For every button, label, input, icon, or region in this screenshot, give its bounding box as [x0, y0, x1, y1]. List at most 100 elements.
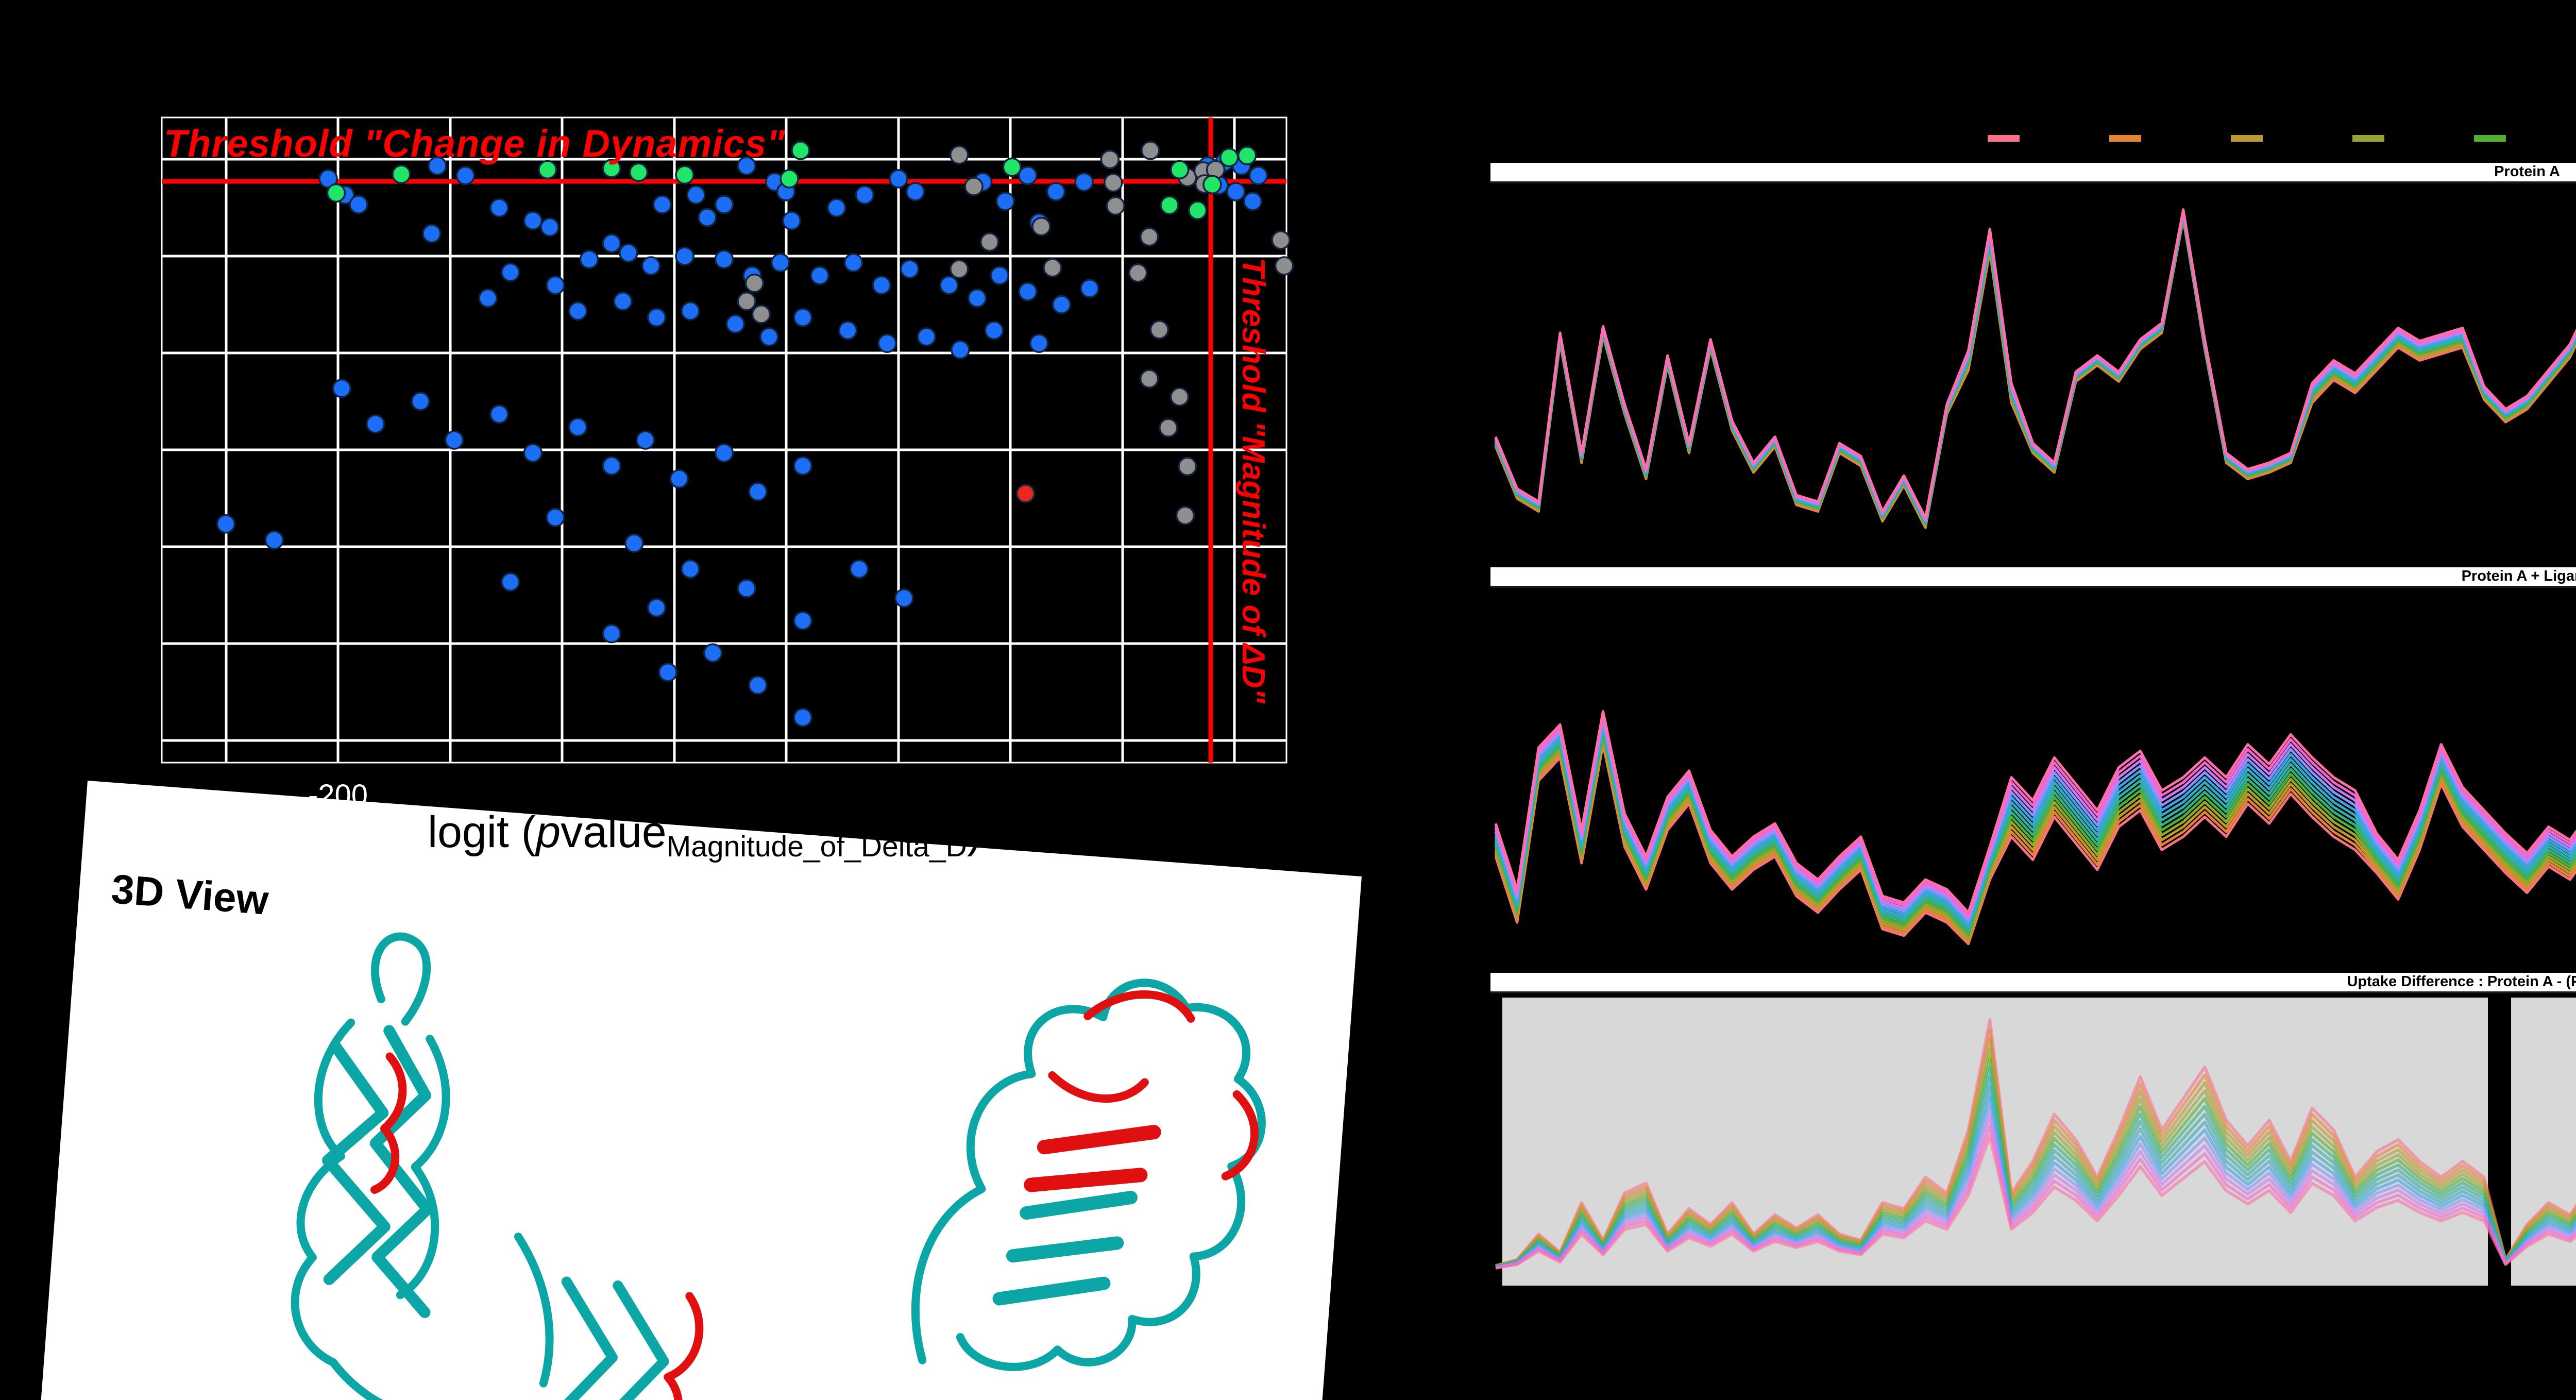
uptake-series-timepoint-3[interactable]: [1494, 643, 2576, 941]
volcano-point-g[interactable]: [1237, 146, 1257, 165]
volcano-point-y[interactable]: [1139, 227, 1159, 247]
volcano-point-b[interactable]: [500, 572, 520, 592]
volcano-point-y[interactable]: [744, 274, 765, 293]
volcano-point-b[interactable]: [647, 308, 667, 327]
volcano-point-y[interactable]: [751, 305, 771, 324]
volcano-point-b[interactable]: [900, 259, 920, 279]
uptake-series-timepoint-6[interactable]: [1494, 214, 2576, 525]
volcano-point-b[interactable]: [681, 559, 700, 579]
uptake-series-timepoint-10[interactable]: [1494, 588, 2576, 922]
volcano-point-b[interactable]: [725, 314, 745, 334]
uptake-series-timepoint-8[interactable]: [1494, 212, 2576, 524]
volcano-point-b[interactable]: [714, 249, 734, 269]
volcano-point-g[interactable]: [1219, 147, 1239, 167]
volcano-point-y[interactable]: [1159, 418, 1178, 437]
volcano-point-b[interactable]: [905, 182, 925, 201]
volcano-point-b[interactable]: [855, 185, 875, 205]
volcano-point-g[interactable]: [602, 159, 621, 178]
volcano-point-y[interactable]: [1139, 369, 1159, 389]
legend-item-timepoint-2[interactable]: [2109, 135, 2141, 142]
uptake-series-timepoint-3[interactable]: [1494, 216, 2576, 528]
uptake-series-timepoint-4[interactable]: [1494, 215, 2576, 527]
volcano-point-y[interactable]: [1271, 230, 1291, 250]
volcano-point-b[interactable]: [523, 443, 543, 463]
uptake-series-timepoint-2[interactable]: [1494, 650, 2576, 944]
uptake-series-timepoint-1[interactable]: [1494, 657, 2576, 946]
volcano-point-b[interactable]: [951, 340, 970, 360]
volcano-point-b[interactable]: [995, 192, 1015, 211]
volcano-point-b[interactable]: [624, 533, 644, 553]
volcano-point-g[interactable]: [538, 160, 557, 180]
volcano-point-b[interactable]: [602, 623, 621, 644]
volcano-point-b[interactable]: [737, 156, 756, 176]
volcano-point-b[interactable]: [647, 598, 667, 618]
legend-item-timepoint-4[interactable]: [2352, 135, 2384, 142]
volcano-point-b[interactable]: [264, 530, 284, 550]
volcano-point-b[interactable]: [838, 321, 858, 340]
volcano-point-b[interactable]: [748, 676, 768, 695]
volcano-point-b[interactable]: [939, 275, 959, 295]
volcano-point-y[interactable]: [979, 232, 999, 252]
volcano-point-b[interactable]: [782, 211, 802, 231]
uptake-series-timepoint-9[interactable]: [1494, 211, 2576, 522]
uptake-series-timepoint-13[interactable]: [1495, 1134, 2576, 1271]
volcano-point-b[interactable]: [1226, 182, 1246, 201]
volcano-point-y[interactable]: [964, 177, 984, 196]
volcano-point-b[interactable]: [546, 275, 565, 295]
volcano-point-b[interactable]: [1248, 165, 1268, 185]
volcano-point-b[interactable]: [714, 195, 734, 214]
volcano-point-b[interactable]: [793, 611, 813, 631]
volcano-point-b[interactable]: [568, 417, 588, 437]
uptake-series-timepoint-7[interactable]: [1494, 616, 2576, 931]
volcano-point-b[interactable]: [793, 308, 813, 327]
uptake-series-timepoint-2[interactable]: [1494, 217, 2576, 528]
uptake-series-timepoint-8[interactable]: [1494, 605, 2576, 928]
volcano-point-g[interactable]: [629, 162, 649, 182]
volcano-point-b[interactable]: [793, 707, 813, 728]
uptake-plot-protein-a-ligand[interactable]: [1490, 588, 2576, 973]
volcano-point-b[interactable]: [748, 482, 768, 501]
volcano-point-g[interactable]: [779, 169, 799, 189]
volcano-point-b[interactable]: [602, 233, 621, 253]
uptake-series-timepoint-10[interactable]: [1494, 210, 2576, 522]
volcano-point-y[interactable]: [1175, 505, 1195, 526]
volcano-point-b[interactable]: [737, 579, 756, 598]
volcano-point-b[interactable]: [613, 292, 633, 311]
volcano-point-g[interactable]: [326, 183, 346, 203]
volcano-point-b[interactable]: [216, 514, 236, 534]
uptake-series-timepoint-11[interactable]: [1494, 210, 2576, 521]
volcano-point-b[interactable]: [411, 392, 430, 411]
uptake-series-timepoint-13[interactable]: [1494, 588, 2576, 914]
volcano-point-b[interactable]: [698, 208, 717, 227]
protein-ribbon[interactable]: [26, 781, 1362, 1400]
volcano-point-b[interactable]: [810, 265, 829, 285]
volcano-point-g[interactable]: [1170, 160, 1190, 180]
uptake-series-timepoint-5[interactable]: [1494, 630, 2576, 936]
volcano-point-b[interactable]: [681, 301, 700, 321]
volcano-point-y[interactable]: [1274, 256, 1294, 276]
volcano-point-b[interactable]: [1080, 279, 1099, 298]
uptake-plot-protein-a[interactable]: [1490, 183, 2576, 567]
volcano-point-g[interactable]: [1202, 175, 1222, 194]
volcano-point-b[interactable]: [1046, 182, 1066, 201]
legend-item-timepoint-3[interactable]: [2231, 135, 2263, 142]
volcano-point-b[interactable]: [669, 469, 689, 488]
uptake-series-timepoint-9[interactable]: [1494, 595, 2576, 925]
volcano-point-b[interactable]: [714, 443, 734, 463]
volcano-point-b[interactable]: [675, 246, 694, 266]
uptake-series-timepoint-11[interactable]: [1494, 588, 2576, 920]
volcano-point-b[interactable]: [984, 321, 1004, 340]
volcano-point-b[interactable]: [540, 217, 560, 237]
volcano-point-b[interactable]: [1018, 165, 1038, 185]
uptake-series-timepoint-4[interactable]: [1494, 636, 2576, 939]
volcano-point-b[interactable]: [872, 275, 891, 295]
volcano-point-b[interactable]: [917, 327, 937, 347]
volcano-point-b[interactable]: [1018, 282, 1038, 301]
volcano-point-g[interactable]: [1160, 195, 1179, 215]
volcano-scatter-points[interactable]: [216, 141, 1294, 728]
volcano-point-b[interactable]: [843, 252, 863, 273]
volcano-point-y[interactable]: [1178, 457, 1197, 477]
uptake-series-timepoint-13[interactable]: [1494, 208, 2576, 519]
volcano-point-b[interactable]: [967, 288, 987, 308]
volcano-point-b[interactable]: [546, 508, 565, 527]
